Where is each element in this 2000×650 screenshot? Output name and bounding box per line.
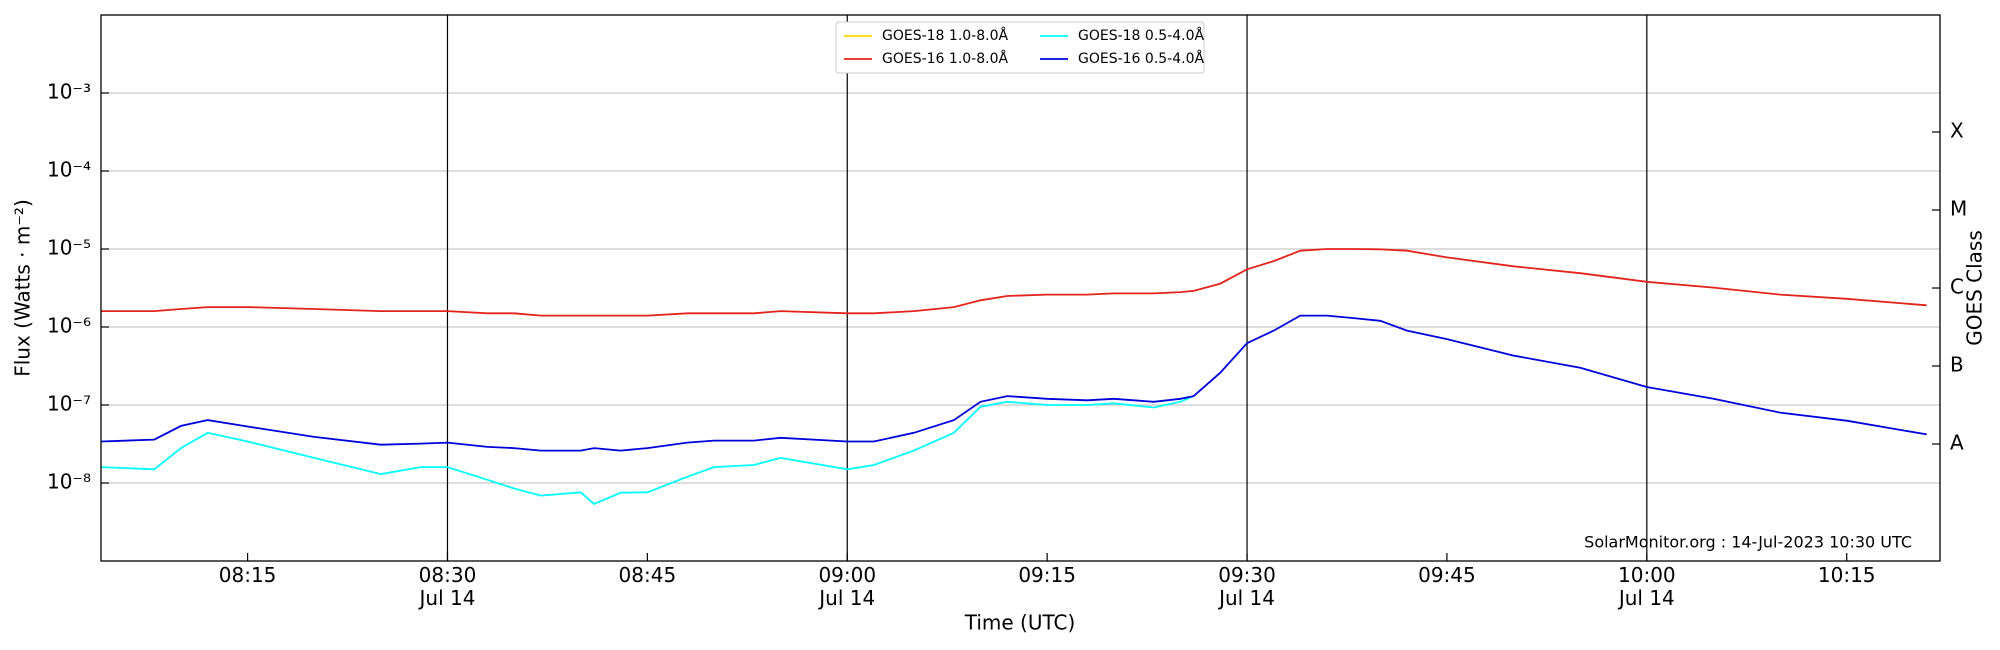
legend-label: GOES-18 1.0-8.0Å [882, 27, 1008, 44]
y-tick-label: 10⁻⁷ [47, 392, 91, 416]
x-tick-label: 09:30 Jul 14 [1217, 563, 1276, 610]
y2-axis-label: GOES Class [1963, 230, 1987, 346]
y-tick-label: 10⁻⁸ [47, 470, 91, 494]
x-tick-label: 10:00 Jul 14 [1617, 563, 1676, 610]
plot-frame [100, 14, 1941, 562]
y-axis-label: Flux (Watts · m⁻²) [11, 199, 35, 377]
plot-area [101, 248, 1927, 505]
legend: GOES-18 1.0-8.0Å GOES-16 1.0-8.0Å GOES-18 … [835, 21, 1205, 74]
x-tick-label: 08:45 [619, 563, 677, 587]
series-line [101, 314, 1927, 452]
x-tick-label: 09:00 Jul 14 [817, 563, 876, 610]
legend-label: GOES-16 1.0-8.0Å [882, 50, 1008, 67]
series-line [101, 248, 1927, 317]
annotation: SolarMonitor.org : 14-Jul-2023 10:30 UTC [1584, 533, 1912, 552]
y2-tick-label: C [1950, 275, 1964, 299]
x-tick-label: 08:30 Jul 14 [418, 563, 477, 610]
y-tick-label: 10⁻⁵ [47, 236, 91, 260]
x-tick-label: 10:15 [1818, 563, 1876, 587]
y2-tick-label: A [1950, 431, 1964, 455]
y-tick-label: 10⁻⁴ [47, 158, 91, 182]
legend-box [835, 21, 1205, 74]
x-tick-label: 08:15 [219, 563, 277, 587]
x-tick-label: 09:15 [1018, 563, 1076, 587]
y-tick-label: 10⁻⁶ [47, 314, 91, 338]
legend-label: GOES-16 0.5-4.0Å [1078, 50, 1204, 67]
legend-label: GOES-18 0.5-4.0Å [1078, 27, 1204, 44]
y2-tick-label: B [1950, 353, 1964, 377]
y2-tick-label: X [1950, 119, 1964, 143]
y2-tick-label: M [1950, 197, 1967, 221]
x-tick-label: 09:45 [1418, 563, 1476, 587]
y-tick-label: 10⁻³ [47, 80, 91, 104]
x-axis-label: Time (UTC) [964, 611, 1076, 635]
series-line [101, 395, 1195, 505]
